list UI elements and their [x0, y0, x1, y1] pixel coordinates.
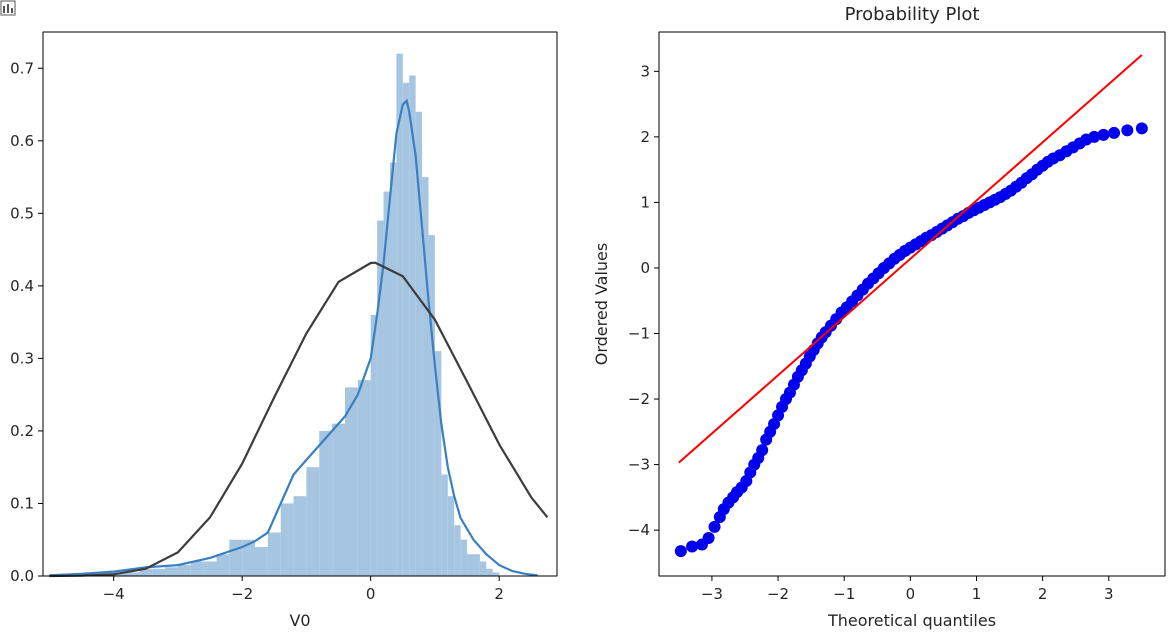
data-point: [1135, 122, 1148, 135]
histogram-bar: [377, 220, 384, 576]
histogram-bar: [216, 554, 230, 576]
histogram-bar: [344, 387, 358, 576]
histogram-bar: [454, 525, 461, 576]
data-point: [1121, 124, 1134, 137]
x-axis-label: V0: [289, 611, 310, 630]
plot-frame: [42, 31, 558, 577]
x-tick-label: 2: [1038, 585, 1048, 603]
histogram-bar: [486, 568, 493, 576]
x-axis-label: Theoretical quantiles: [827, 611, 996, 630]
histogram-bar: [165, 567, 178, 576]
data-point: [1108, 126, 1121, 139]
x-tick-label: −2: [767, 585, 789, 603]
histogram-bar: [332, 423, 345, 576]
probability-plot: −3 −2 −1 0 1 2 3 −4 −3 −2 −1 0 1 2 3 Theoretical quanti…: [592, 4, 1166, 630]
data-point: [708, 520, 721, 533]
y-tick-label: −4: [628, 521, 650, 539]
data-point: [1088, 130, 1101, 143]
y-tick-label: 1: [640, 193, 650, 211]
y-tick-label: −2: [628, 390, 650, 408]
data-point: [686, 540, 699, 553]
histogram-bar: [428, 235, 435, 577]
y-tick-label: 2: [640, 128, 650, 146]
x-tick-label: −3: [701, 585, 723, 603]
y-tick-label: 0.0: [10, 567, 34, 585]
histogram-bar: [126, 572, 140, 576]
y-tick-label: 3: [640, 62, 650, 80]
distribution-plot: −4 −2 0 2 0.0 0.1 0.2 0.3 0.4 0.5 0.6 0.7 V0: [10, 31, 558, 630]
y-tick-label: 0.7: [10, 59, 34, 77]
y-tick-label: 0.5: [10, 204, 34, 222]
y-axis-label: Ordered Values: [592, 243, 611, 365]
histogram-bar: [409, 75, 416, 577]
histogram-bar: [473, 554, 480, 576]
histogram-bar: [357, 380, 371, 576]
data-point: [702, 531, 715, 544]
normal-fit-curve: [49, 261, 549, 578]
histogram-bar: [460, 539, 468, 576]
histogram-bar: [152, 568, 166, 576]
x-tick-label: 1: [972, 585, 982, 603]
x-tick-label: 2: [494, 585, 504, 603]
histogram-bar: [306, 467, 320, 576]
histogram-bar: [383, 191, 390, 576]
y-tick-label: −1: [628, 324, 650, 342]
y-tick-label: 0.4: [10, 277, 34, 295]
histogram-bar: [447, 496, 455, 576]
histogram-bar: [280, 503, 294, 576]
histogram-bar: [415, 111, 423, 576]
histogram-bar: [492, 572, 500, 576]
y-tick-label: 0.3: [10, 349, 34, 367]
x-tick-label: −4: [103, 585, 125, 603]
histogram-bar: [190, 561, 204, 576]
histogram-bar: [229, 539, 243, 576]
histogram-bar: [242, 539, 256, 576]
histogram-bar: [139, 568, 153, 576]
histogram-bar: [422, 177, 429, 577]
histogram-bar: [319, 430, 333, 576]
plot-frame: [658, 31, 1166, 577]
fit-line: [678, 54, 1143, 464]
histogram-bar: [203, 561, 217, 576]
y-tick-label: 0.6: [10, 132, 34, 150]
histogram-bar: [267, 532, 281, 576]
histogram-bar: [370, 314, 378, 576]
y-tick-label: 0.1: [10, 494, 34, 512]
histogram-bar: [402, 82, 410, 577]
y-tick-label: −3: [628, 456, 650, 474]
x-tick-label: 0: [906, 585, 916, 603]
histogram-bar: [177, 565, 191, 576]
histogram-bar: [434, 351, 442, 576]
figure-corner-icon: [0, 0, 16, 16]
kde-curve: [49, 98, 538, 577]
histogram-bar: [441, 474, 448, 576]
histogram-bar: [479, 561, 487, 576]
y-tick-label: 0.2: [10, 422, 34, 440]
data-point: [1097, 128, 1110, 141]
y-tick-label: 0: [640, 259, 650, 277]
x-tick-label: 0: [366, 585, 376, 603]
x-tick-label: −1: [833, 585, 855, 603]
data-point: [756, 444, 769, 457]
data-point: [674, 545, 687, 558]
chart-title: Probability Plot: [845, 4, 980, 25]
x-tick-label: −2: [231, 585, 253, 603]
histogram-bar: [255, 546, 268, 576]
histogram-bar: [293, 496, 307, 576]
x-tick-label: 3: [1104, 585, 1114, 603]
histogram-bar: [396, 53, 403, 576]
histogram-bar: [467, 554, 474, 576]
histogram-bar: [389, 162, 397, 576]
